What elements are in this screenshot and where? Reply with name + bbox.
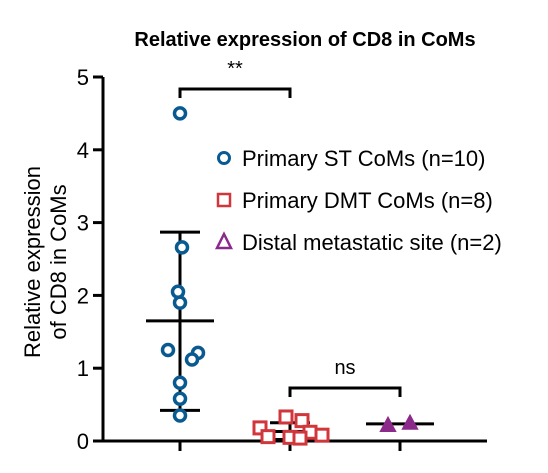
data-point-circle (172, 408, 188, 423)
marks (146, 106, 434, 446)
legend-marker-circle (217, 151, 231, 165)
data-point-circle (170, 284, 186, 300)
legend: Primary ST CoMs (n=10) Primary DMT CoMs (… (214, 146, 502, 255)
data-point-circle (172, 295, 188, 310)
legend-label: Primary DMT CoMs (n=8) (242, 188, 493, 213)
data-point-square (260, 429, 276, 445)
y-tick-label: 4 (77, 138, 89, 163)
significance-bracket (178, 87, 292, 98)
data-point-triangle (401, 413, 419, 430)
significance-bracket (288, 386, 402, 397)
y-tick-label: 2 (77, 283, 89, 308)
y-axis-label-line-2: of CD8 in CoMs (46, 184, 71, 339)
y-tick-label: 5 (77, 65, 89, 90)
legend-label: Distal metastatic site (n=2) (242, 230, 502, 255)
legend-label: Primary ST CoMs (n=10) (242, 146, 485, 171)
legend-marker-square (216, 192, 232, 208)
data-point-triangle (379, 415, 397, 432)
data-point-circle (184, 352, 200, 367)
data-point-square (294, 413, 310, 429)
axes: 0 1 2 3 4 5 (77, 65, 487, 454)
y-axis-label-line-1: Relative expression (20, 166, 45, 358)
data-point-circle (174, 240, 190, 255)
data-point-square (292, 430, 308, 446)
y-tick-label: 3 (77, 211, 89, 236)
data-point-square (278, 409, 294, 425)
data-point-circle (172, 391, 188, 407)
data-point-circle (160, 342, 176, 358)
y-tick-label: 0 (77, 429, 89, 454)
significance-label: ** (227, 58, 243, 80)
data-point-circle (172, 106, 188, 121)
significance-label: ns (334, 357, 355, 379)
y-tick-label: 1 (77, 356, 89, 381)
chart-title: Relative expression of CD8 in CoMs (134, 29, 475, 51)
legend-marker-triangle (214, 231, 234, 250)
data-point-circle (172, 375, 188, 391)
annotations: ** ns (178, 58, 402, 397)
data-point-square (314, 427, 330, 443)
